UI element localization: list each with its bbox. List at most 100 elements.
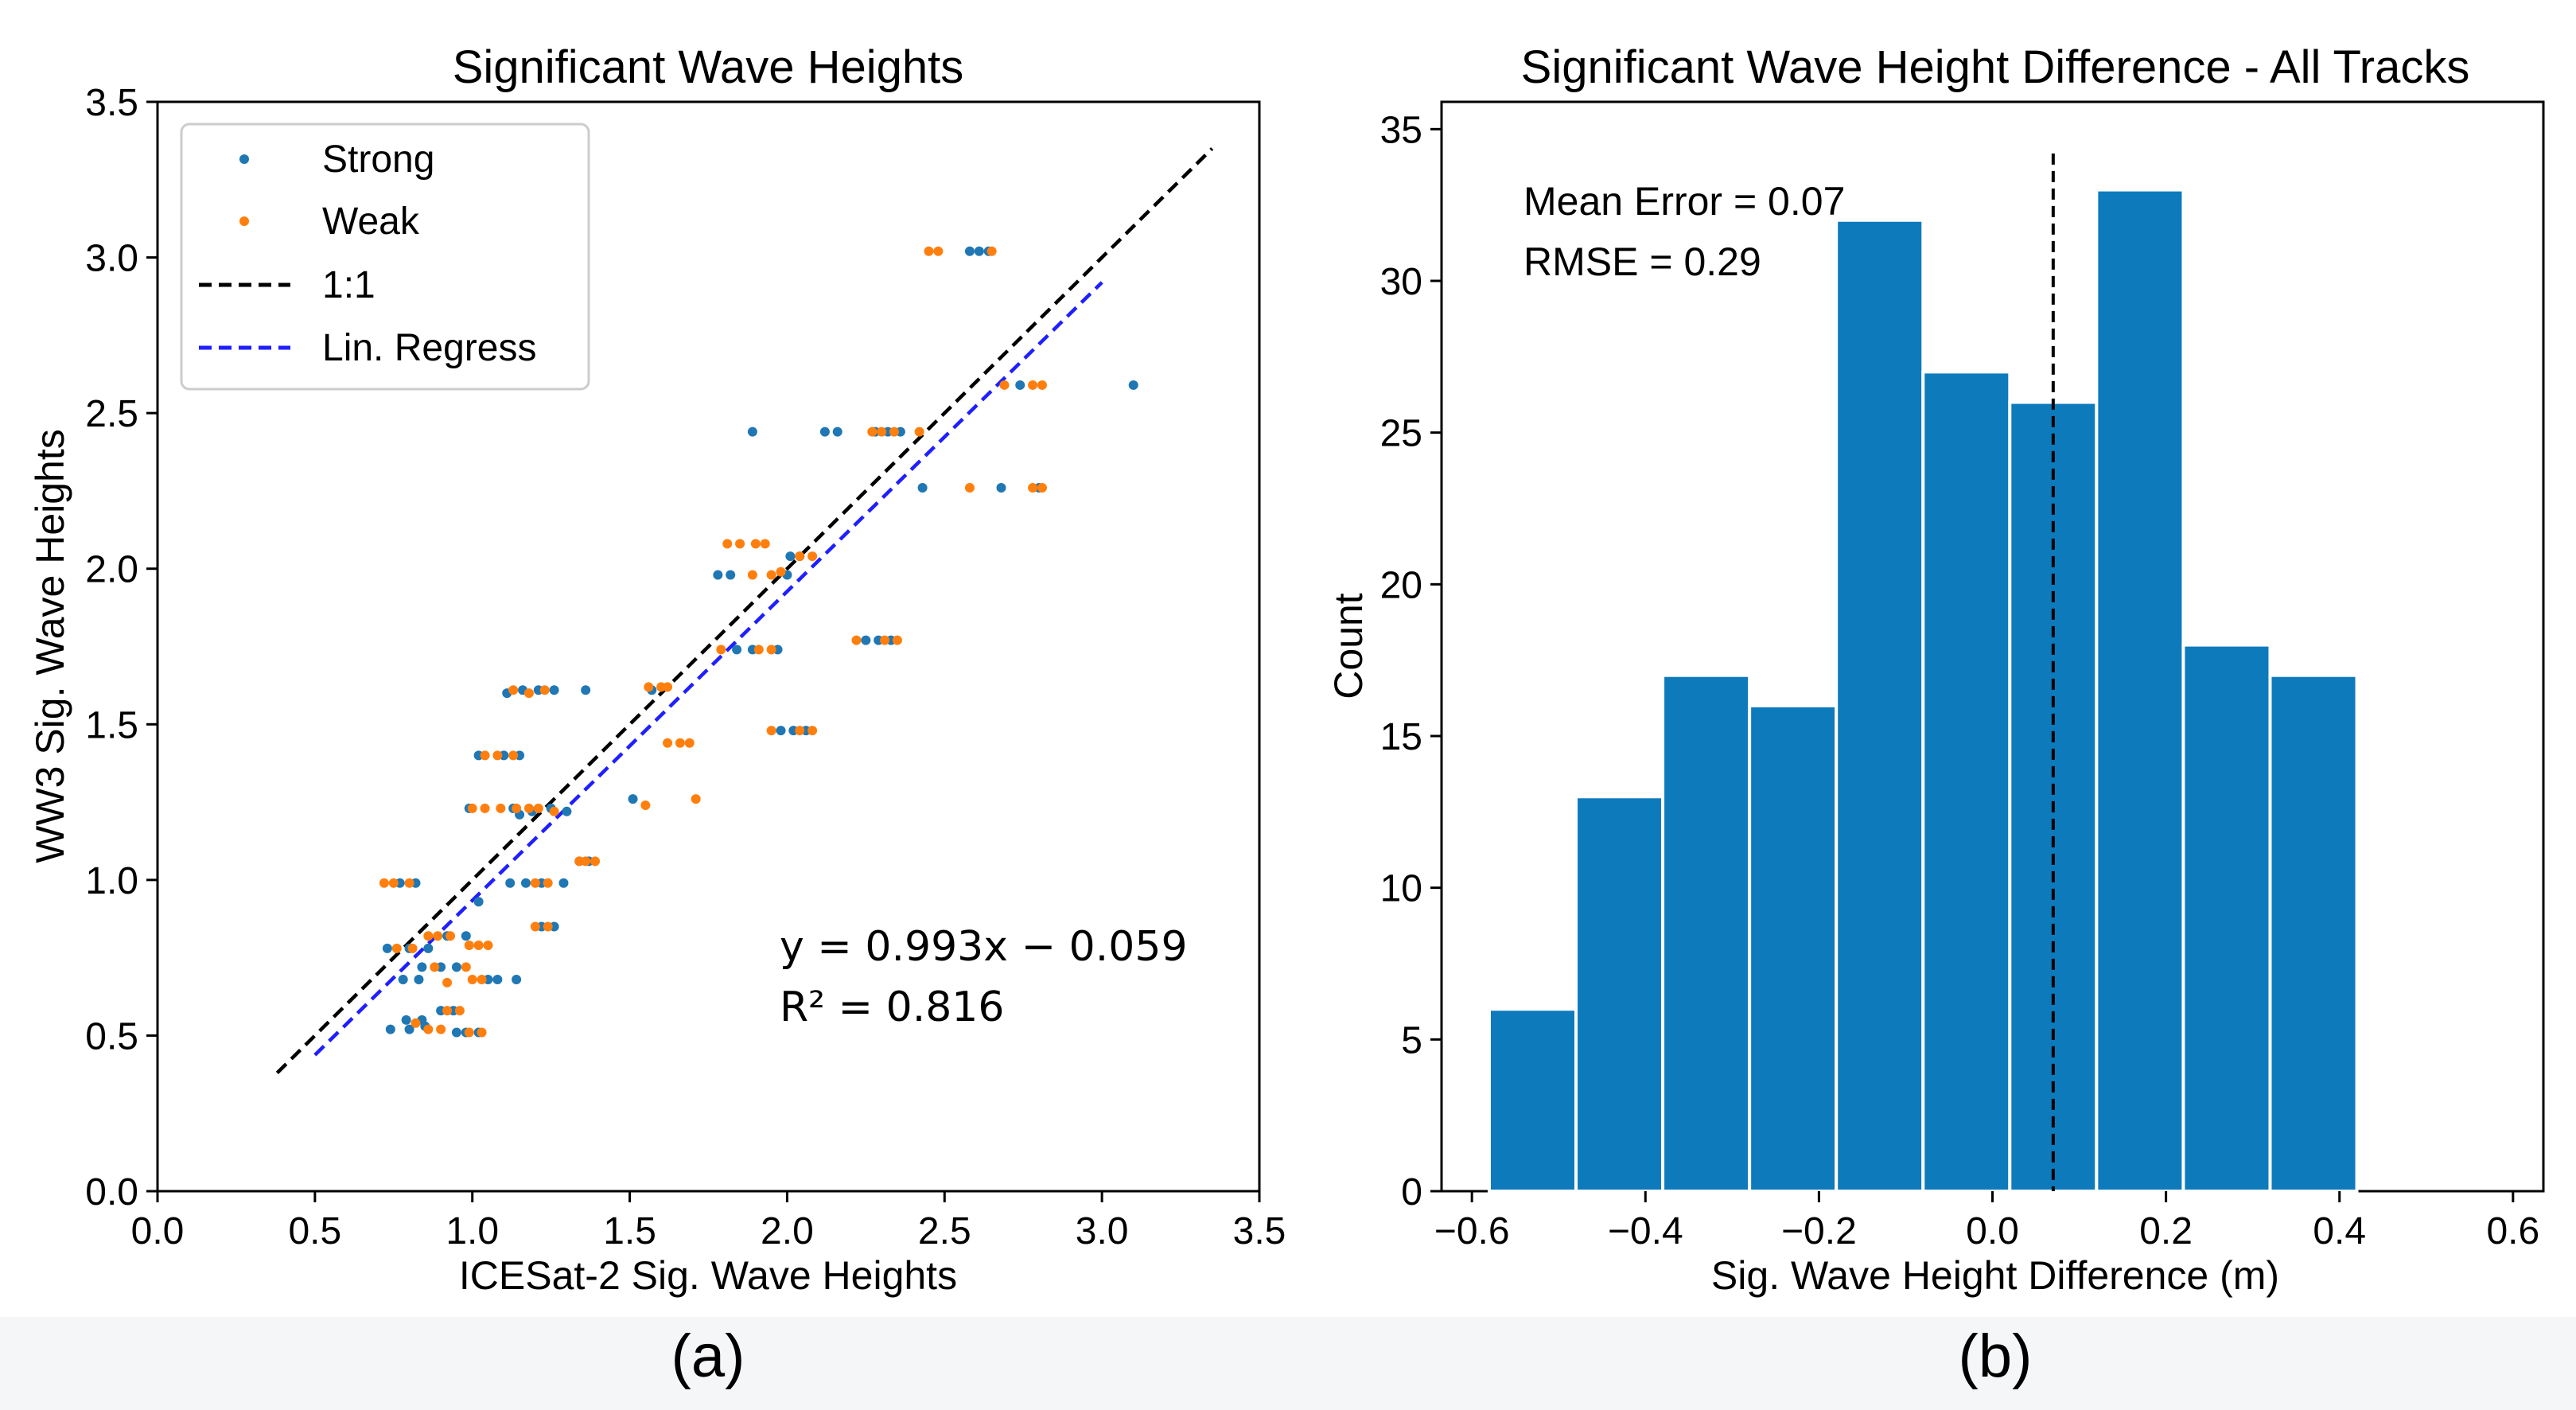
legend-box [180,123,590,391]
weak-point [492,750,503,761]
weak-point [807,726,818,736]
weak-point [508,750,519,761]
strong-point [917,483,928,493]
weak-point [914,427,924,437]
scatter-y-tick-label: 2.5 [85,393,138,435]
weak-point [477,1027,487,1038]
weak-point [530,878,540,888]
weak-point [461,962,471,972]
legend-one-to-one-label: 1:1 [322,264,376,306]
scatter-y-tick-label: 1.0 [85,860,138,902]
weak-point [473,940,484,950]
weak-point [477,975,487,985]
scatter-x-axis-label: ICESat-2 Sig. Wave Heights [459,1253,957,1298]
scatter-x-tick-label: 2.0 [761,1210,814,1252]
weak-point [691,794,701,804]
histogram-bar [1921,370,2012,1193]
weak-point [430,962,440,972]
scatter-panel: Significant Wave Heights 0.0 0.5 1.0 1.5 2.0… [28,41,1286,1298]
weak-point [483,940,493,950]
strong-point [398,975,408,985]
weak-point [467,803,477,813]
strong-point [492,975,503,985]
strong-point [996,483,1006,493]
weak-point [766,570,776,580]
scatter-y-tick-label: 3.0 [85,238,138,280]
weak-point [663,738,673,748]
weak-point [433,931,443,941]
scatter-y-tick-label: 2.0 [85,549,138,591]
strong-point [581,685,591,695]
weak-point [807,551,818,562]
histogram-bar [2268,673,2359,1193]
histogram-y-tick-label: 25 [1380,413,1422,455]
histogram-x-tick-label: 0.0 [1966,1210,2019,1252]
strong-point [401,1015,411,1025]
strong-point [417,962,427,972]
panel-a-label: (a) [671,1322,745,1390]
regression-line [313,281,1103,1057]
strong-point [558,878,569,888]
scatter-x-tick-label: 1.5 [603,1210,656,1252]
histogram-bar [1748,703,1839,1193]
weak-point [753,645,764,655]
strong-point [747,427,757,437]
weak-point [684,738,695,748]
strong-point [512,975,522,985]
weak-point [760,539,770,549]
weak-point [539,685,550,695]
weak-point [423,1024,434,1034]
strong-point [461,931,471,941]
caption-band [0,1317,2576,1410]
histogram-bar [2181,643,2272,1193]
weak-point [446,931,456,941]
weak-point [379,878,389,888]
weak-point [442,1006,453,1016]
strong-point [732,645,742,655]
weak-point [1028,483,1038,493]
histogram-title: Significant Wave Height Difference - All… [1521,41,2470,93]
weak-point [1037,380,1047,390]
histogram-x-tick-label: −0.4 [1608,1210,1683,1252]
scatter-x-tick-label: 2.5 [918,1210,971,1252]
weak-point [523,803,534,813]
histogram-bar [1574,795,1665,1193]
weak-point [750,539,761,549]
scatter-x-tick-label: 3.5 [1233,1210,1286,1252]
weak-point [747,570,757,580]
weak-point [407,943,418,953]
histogram-x-axis-label: Sig. Wave Height Difference (m) [1711,1253,2279,1298]
weak-point [454,1006,465,1016]
weak-point [1028,380,1038,390]
weak-point [999,380,1010,390]
histogram-x-tick-label: −0.6 [1434,1210,1510,1252]
strong-point [423,943,434,953]
scatter-y-tick-label: 0.0 [85,1171,138,1213]
weak-point [512,803,522,813]
strong-point [382,943,392,953]
weak-point [867,427,877,437]
weak-point [640,800,651,810]
weak-point [851,635,862,645]
weak-point [892,635,902,645]
weak-point [877,427,887,437]
weak-point [436,1024,446,1034]
histogram-y-tick-label: 15 [1380,716,1422,758]
scatter-x-tick-label: 1.0 [446,1210,499,1252]
weak-point [530,921,540,932]
histogram-x-tick-label: 0.4 [2313,1210,2366,1252]
strong-point [562,806,572,816]
scatter-plot-frame [156,100,1261,1193]
strong-point [713,570,723,580]
strong-point [414,975,424,985]
weak-point [533,803,543,813]
strong-point [451,962,461,972]
histogram-panel: Significant Wave Height Difference - All… [1326,41,2545,1298]
strong-point [776,726,786,736]
weak-point [391,943,402,953]
strong-point [473,897,484,907]
histogram-y-tick-label: 20 [1380,564,1422,606]
weak-point [404,878,414,888]
weak-point [496,803,506,813]
weak-point [423,931,434,941]
